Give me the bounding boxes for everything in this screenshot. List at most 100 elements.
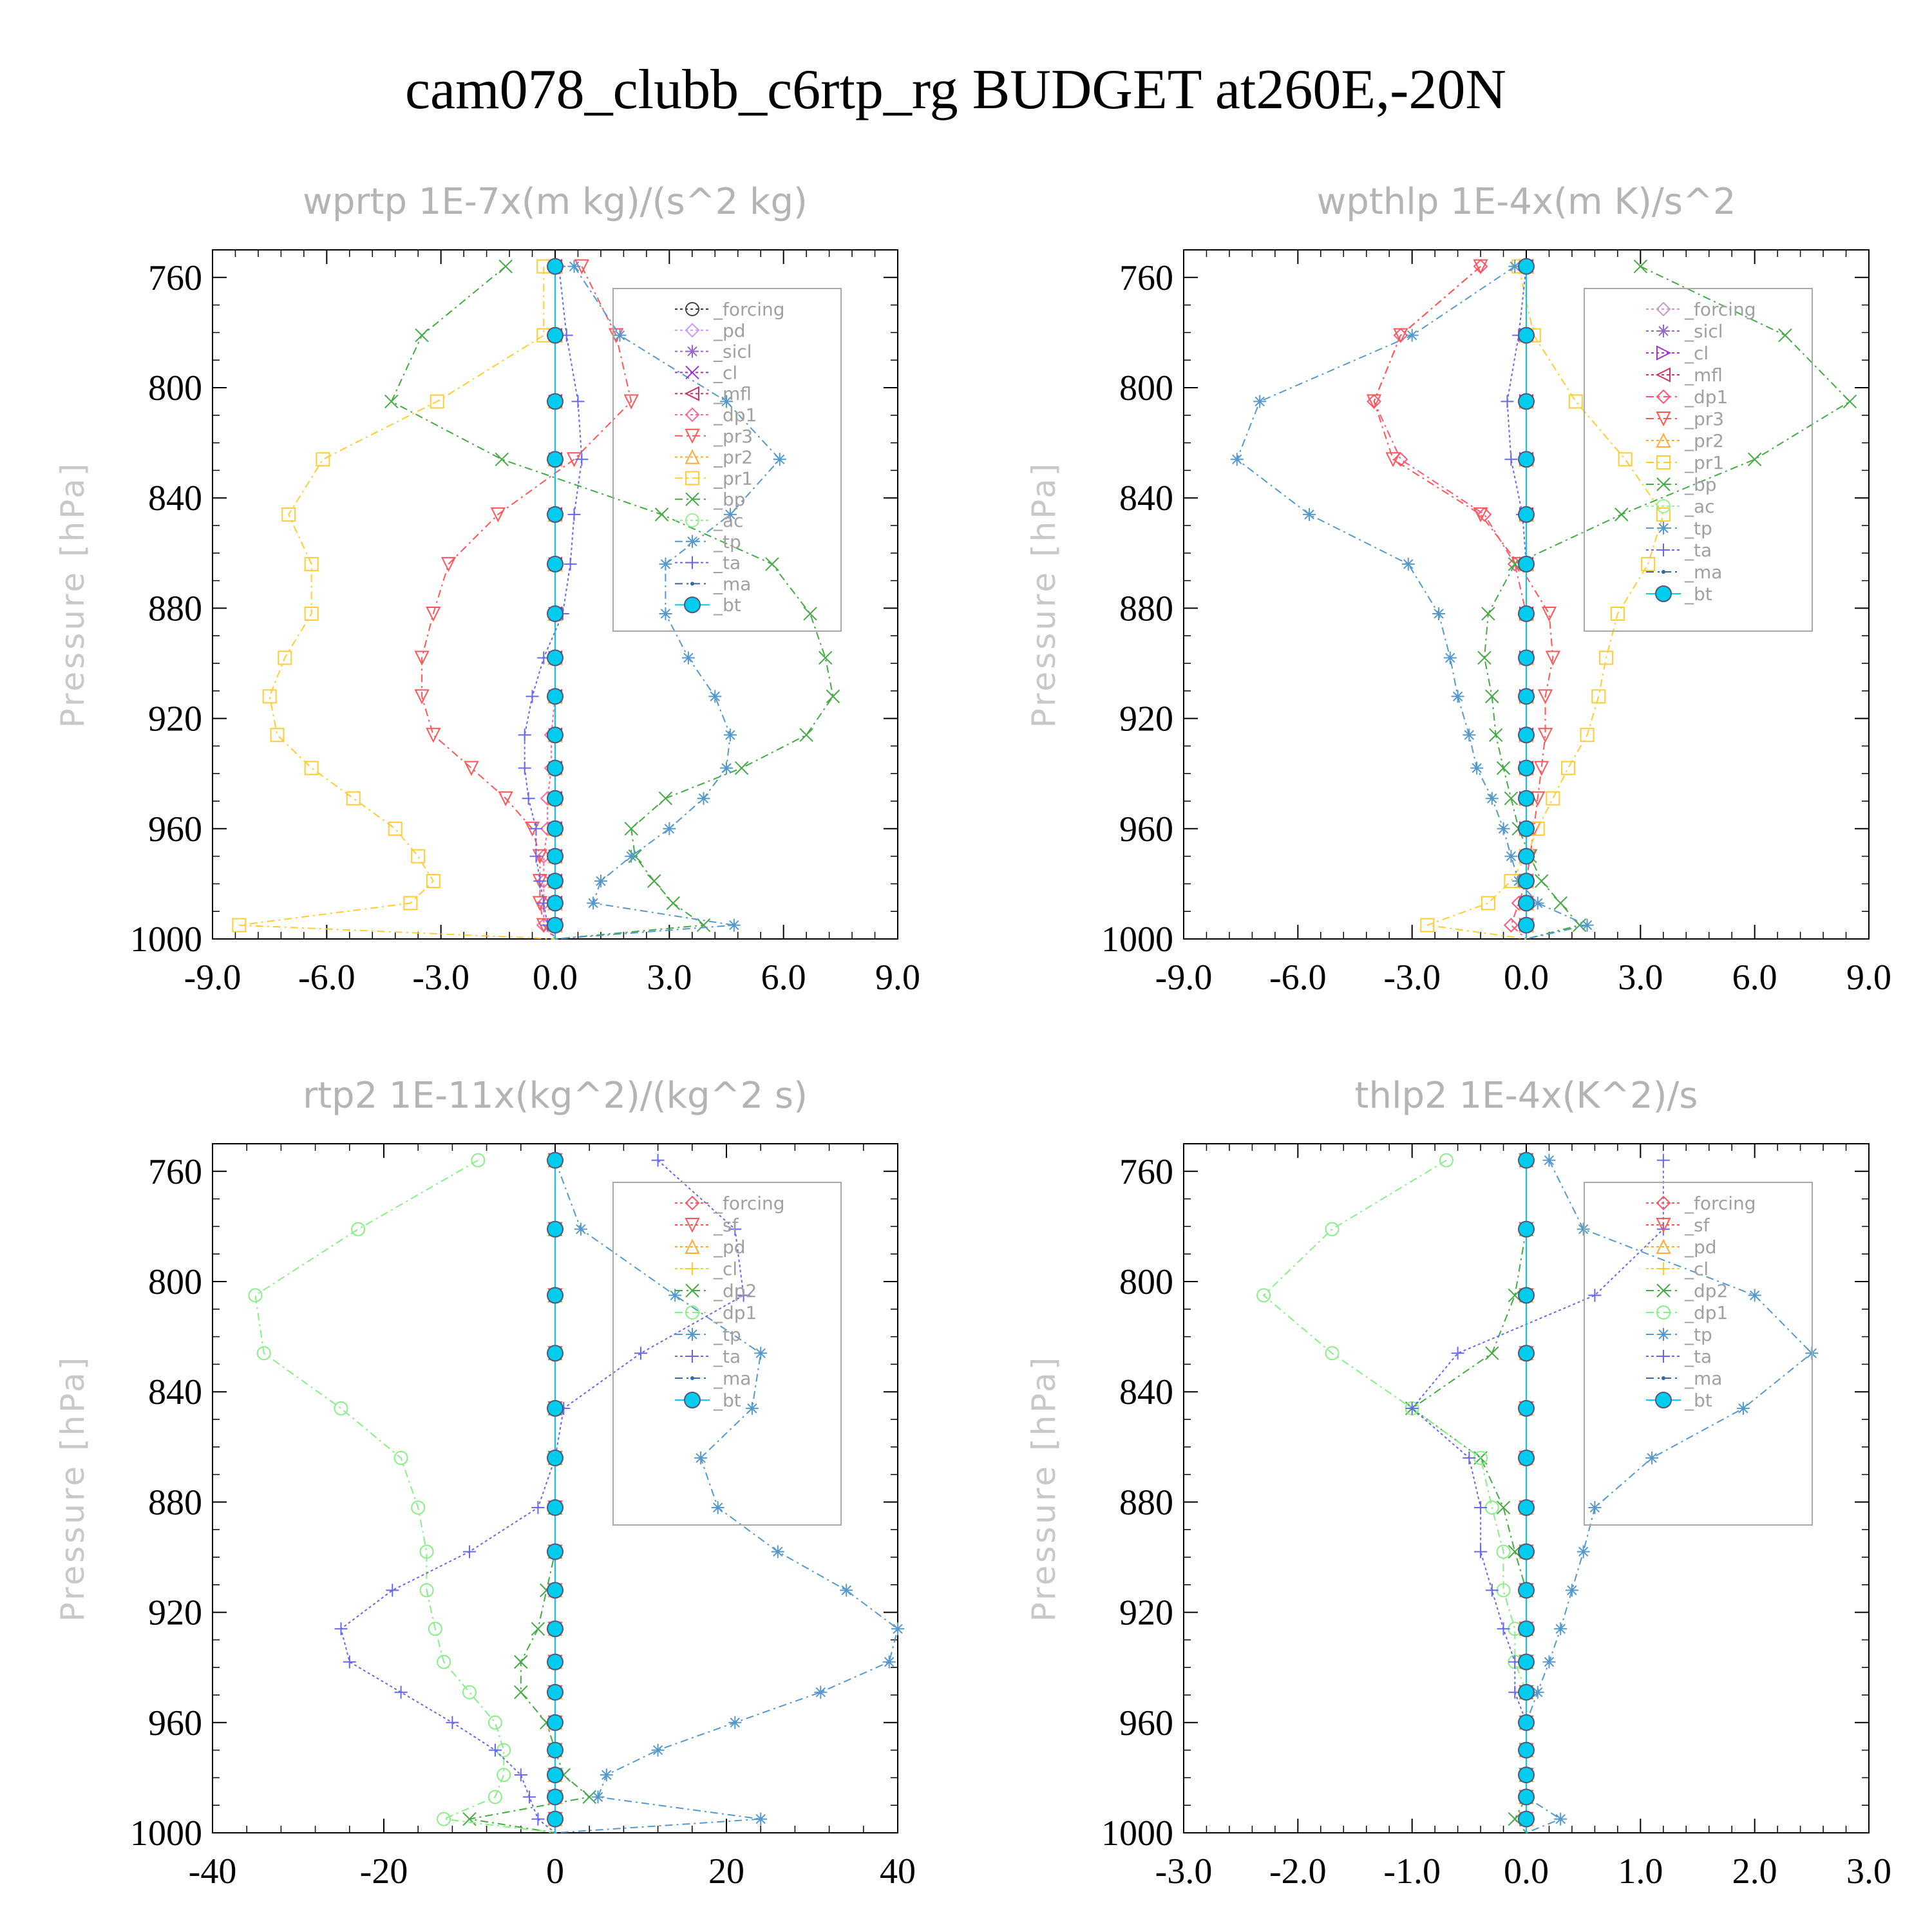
data-point bbox=[1473, 259, 1488, 274]
panel-1: wprtp 1E-7x(m kg)/(s^2 kg) Pressure [hPa]… bbox=[54, 181, 920, 998]
data-point bbox=[891, 1622, 904, 1636]
data-point bbox=[304, 606, 319, 621]
x-tick-label: -1.0 bbox=[1383, 1852, 1441, 1891]
data-point bbox=[547, 451, 564, 468]
data-point bbox=[1518, 506, 1535, 523]
x-tick-label: 0.0 bbox=[533, 958, 578, 998]
y-tick-label: 960 bbox=[1119, 810, 1173, 849]
legend-marker bbox=[685, 1283, 699, 1298]
data-point bbox=[1599, 650, 1614, 665]
data-point bbox=[1545, 650, 1560, 666]
legend-label: _ma bbox=[713, 1368, 751, 1389]
data-point bbox=[518, 728, 531, 742]
data-point bbox=[411, 849, 426, 864]
data-point bbox=[547, 820, 564, 837]
panel-3: rtp2 1E-11x(kg^2)/(kg^2 s) Pressure [hPa]… bbox=[54, 1075, 916, 1891]
y-tick-label: 880 bbox=[148, 589, 202, 629]
data-point bbox=[547, 1766, 564, 1784]
legend-marker bbox=[1656, 1195, 1671, 1211]
data-point bbox=[523, 1790, 536, 1804]
legend-marker bbox=[686, 1328, 699, 1341]
data-point bbox=[1485, 689, 1499, 704]
data-point bbox=[488, 1743, 502, 1757]
data-point bbox=[547, 1399, 564, 1417]
data-point bbox=[681, 651, 695, 665]
data-point bbox=[262, 689, 277, 704]
y-tick-label: 800 bbox=[148, 1262, 202, 1302]
data-point bbox=[1497, 1622, 1510, 1636]
data-point bbox=[531, 1812, 545, 1826]
data-point bbox=[547, 1620, 564, 1638]
data-point bbox=[723, 728, 737, 742]
y-tick-label: 1000 bbox=[130, 920, 202, 960]
data-point bbox=[1541, 606, 1557, 622]
data-point bbox=[351, 1222, 366, 1236]
data-point bbox=[564, 557, 577, 571]
series-line bbox=[1426, 266, 1664, 940]
data-point bbox=[1565, 1584, 1578, 1597]
x-tick-label: 1.0 bbox=[1618, 1852, 1663, 1891]
data-point bbox=[1405, 1401, 1419, 1415]
data-point bbox=[533, 875, 547, 888]
legend-label: _tp bbox=[713, 1324, 741, 1345]
data-point bbox=[1618, 452, 1633, 467]
figure-title: cam078_clubb_c6rtp_rg BUDGET at260E,-20N bbox=[405, 59, 1506, 121]
data-point bbox=[571, 395, 585, 408]
data-point bbox=[384, 394, 399, 409]
series-ta bbox=[1501, 260, 1533, 939]
y-tick-label: 800 bbox=[1119, 368, 1173, 408]
data-point bbox=[1518, 1399, 1535, 1417]
data-point bbox=[488, 1790, 502, 1804]
legend-label: _ma bbox=[1684, 562, 1722, 583]
legend-label: _sf bbox=[713, 1215, 739, 1236]
data-point bbox=[414, 650, 430, 666]
y-tick-label: 880 bbox=[1119, 1482, 1173, 1522]
data-point bbox=[1518, 605, 1535, 622]
y-tick-label: 760 bbox=[148, 258, 202, 298]
x-tick-label: 6.0 bbox=[761, 958, 806, 998]
x-tick-label: 9.0 bbox=[1846, 958, 1891, 998]
legend: _forcing_sicl_cl_mfl_dp1_pr3_pr2_pr1_bp_… bbox=[1584, 288, 1813, 632]
data-point bbox=[1518, 848, 1535, 865]
legend-marker bbox=[685, 428, 700, 444]
series-line bbox=[340, 1159, 744, 1833]
y-tick-label: 920 bbox=[148, 699, 202, 739]
data-point bbox=[814, 1685, 828, 1699]
data-point bbox=[1463, 728, 1476, 742]
data-point bbox=[708, 690, 722, 703]
data-point bbox=[694, 1451, 708, 1464]
data-point bbox=[1518, 555, 1535, 573]
data-point bbox=[498, 259, 513, 274]
data-point bbox=[1531, 896, 1544, 910]
data-point bbox=[316, 452, 330, 467]
data-point bbox=[1542, 1153, 1556, 1167]
y-tick-label: 800 bbox=[148, 368, 202, 408]
data-point bbox=[734, 761, 749, 775]
panel-title: thlp2 1E-4x(K^2)/s bbox=[1355, 1075, 1698, 1117]
legend-marker bbox=[1657, 522, 1670, 535]
data-point bbox=[428, 1622, 442, 1636]
data-point bbox=[547, 1714, 564, 1731]
data-point bbox=[547, 873, 564, 890]
series-dp2 bbox=[1405, 1153, 1533, 1833]
data-point bbox=[256, 1346, 271, 1361]
data-point bbox=[654, 507, 669, 522]
series-line bbox=[554, 1160, 899, 1833]
data-point bbox=[446, 1716, 459, 1729]
series-line bbox=[554, 266, 781, 940]
legend-marker bbox=[685, 492, 699, 506]
legend-label: _forcing bbox=[713, 1193, 785, 1214]
data-point bbox=[1641, 556, 1656, 571]
legend-label: _pr1 bbox=[1684, 452, 1724, 473]
data-point bbox=[547, 726, 564, 744]
data-point bbox=[1518, 393, 1535, 410]
legend-marker bbox=[685, 1195, 700, 1211]
series-tp bbox=[549, 1153, 904, 1833]
data-point bbox=[414, 689, 430, 705]
y-tick-label: 1000 bbox=[1101, 920, 1173, 960]
legend-label: _dp2 bbox=[713, 1280, 757, 1302]
y-tick-label: 880 bbox=[148, 1482, 202, 1522]
data-point bbox=[1393, 328, 1408, 343]
data-point bbox=[1518, 1151, 1535, 1169]
legend-box bbox=[1584, 288, 1813, 632]
